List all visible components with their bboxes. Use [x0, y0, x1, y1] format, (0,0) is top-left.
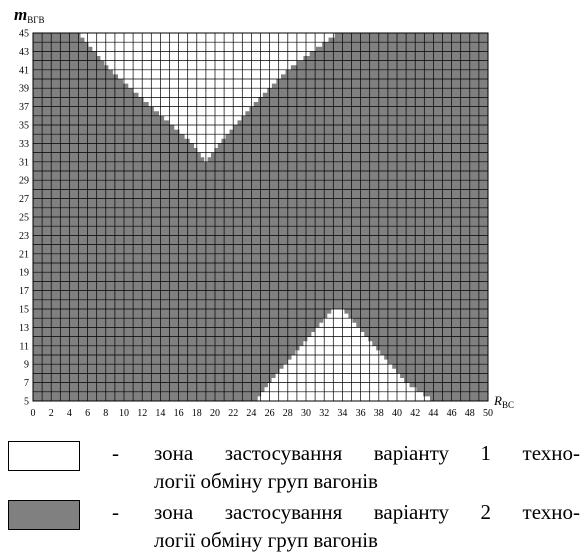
y-tick-label: 43 — [19, 47, 29, 58]
x-tick-label: 14 — [155, 408, 165, 419]
y-axis-label: mВГВ — [14, 5, 44, 25]
x-tick-label: 6 — [85, 408, 90, 419]
chart: 579111315171921232527293133353739414345 … — [14, 5, 514, 419]
x-tick-label: 42 — [410, 408, 420, 419]
x-tick-label: 24 — [246, 408, 256, 419]
y-tick-label: 31 — [19, 157, 29, 168]
y-tick-label: 5 — [24, 397, 29, 408]
x-tick-label: 28 — [283, 408, 293, 419]
y-tick-label: 13 — [19, 323, 29, 334]
x-tick-label: 4 — [67, 408, 72, 419]
x-tick-label: 20 — [210, 408, 220, 419]
y-tick-label: 9 — [24, 360, 29, 371]
x-tick-label: 30 — [301, 408, 311, 419]
y-tick-label: 15 — [19, 305, 29, 316]
y-tick-label: 37 — [19, 102, 29, 113]
y-tick-label: 29 — [19, 176, 29, 187]
legend-item-variant-1: - зона застосування варіанту 1 техно- ло… — [8, 439, 580, 495]
y-tick-label: 7 — [24, 378, 29, 389]
y-tick-label: 35 — [19, 121, 29, 132]
y-axis-label-sub: ВГВ — [27, 15, 44, 25]
x-tick-label: 0 — [31, 408, 36, 419]
y-tick-label: 41 — [19, 65, 29, 76]
y-tick-label: 33 — [19, 139, 29, 150]
y-tick-label: 21 — [19, 249, 29, 260]
x-tick-label: 32 — [319, 408, 329, 419]
x-axis-label-main: R — [493, 393, 502, 408]
legend-line-1: зона застосування варіанту 1 техно- — [154, 441, 580, 465]
x-tick-label: 50 — [483, 408, 493, 419]
legend-swatch-white — [8, 441, 80, 471]
y-tick-label: 23 — [19, 231, 29, 242]
x-tick-label: 38 — [374, 408, 384, 419]
y-axis-label-main: m — [14, 5, 27, 24]
legend-line-1: зона застосування варіанту 2 техно- — [154, 500, 580, 524]
x-tick-label: 46 — [447, 408, 457, 419]
x-axis-label-sub: ВС — [502, 400, 514, 410]
x-tick-label: 10 — [119, 408, 129, 419]
x-tick-label: 18 — [192, 408, 202, 419]
x-tick-labels: 0 2 4 6 8 10 12 14 16 18 20 22 24 26 28 30 32 34 36 38 40 42 4… — [31, 408, 494, 419]
x-tick-label: 16 — [174, 408, 184, 419]
y-tick-label: 27 — [19, 194, 29, 205]
y-tick-labels: 5 7 9 11 13 15 17 19 21 23 25 27 29 31 33 35 37 39 41 43 45 — [19, 29, 29, 408]
x-tick-label: 12 — [137, 408, 147, 419]
y-tick-label: 17 — [19, 286, 29, 297]
y-tick-label: 39 — [19, 84, 29, 95]
x-tick-label: 22 — [228, 408, 238, 419]
x-tick-label: 34 — [337, 408, 347, 419]
x-axis-label: RВС — [493, 393, 514, 410]
plot-border — [32, 32, 489, 402]
x-tick-label: 44 — [428, 408, 438, 419]
x-tick-label: 48 — [465, 408, 475, 419]
legend-dash: - — [112, 500, 119, 524]
y-tick-label: 11 — [19, 341, 29, 352]
y-tick-label: 25 — [19, 213, 29, 224]
x-tick-label: 2 — [49, 408, 54, 419]
y-tick-label: 19 — [19, 268, 29, 279]
legend-line-2: логії обміну груп вагонів — [154, 469, 378, 493]
legend-dash: - — [112, 441, 119, 465]
legend-item-variant-2: - зона застосування варіанту 2 техно- ло… — [8, 498, 580, 554]
x-tick-label: 26 — [265, 408, 275, 419]
legend-line-2: логії обміну груп вагонів — [154, 528, 378, 552]
grid-layer — [32, 32, 489, 402]
legend-swatch-gray — [8, 500, 80, 530]
x-tick-label: 8 — [103, 408, 108, 419]
y-tick-label: 45 — [19, 29, 29, 40]
legend-text: зона застосування варіанту 1 техно- логі… — [154, 439, 580, 495]
x-tick-label: 40 — [392, 408, 402, 419]
legend-text: зона застосування варіанту 2 техно- логі… — [154, 498, 580, 554]
x-tick-label: 36 — [356, 408, 366, 419]
